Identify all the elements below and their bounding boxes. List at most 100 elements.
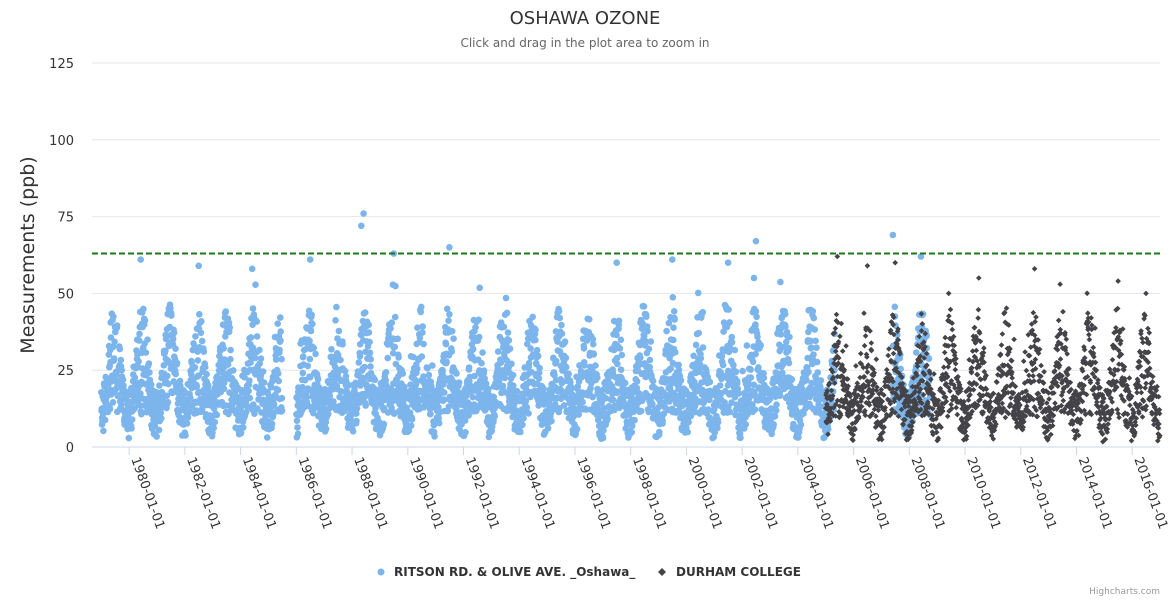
ritson-point — [752, 321, 759, 328]
durham-point — [852, 426, 858, 433]
ritson-point — [110, 355, 118, 362]
ritson-point — [782, 323, 789, 330]
ritson-point — [508, 360, 515, 368]
durham-point — [860, 388, 866, 395]
ritson-point — [198, 318, 205, 325]
ritson-point — [724, 259, 732, 267]
ritson-point — [479, 349, 486, 356]
ritson-point — [699, 344, 707, 351]
durham-point — [869, 377, 875, 383]
ritson-point — [252, 281, 259, 289]
ritson-point — [246, 394, 254, 402]
ritson-point — [525, 410, 532, 417]
ritson-point — [813, 358, 821, 366]
ritson-point — [779, 369, 786, 377]
gridlines — [92, 62, 1160, 448]
ritson-point — [465, 364, 473, 371]
ritson-point — [225, 319, 233, 327]
durham-point — [834, 397, 841, 404]
ritson-point — [425, 371, 433, 379]
ritson-point — [192, 333, 199, 340]
ritson-point — [556, 314, 564, 322]
ritson-point — [672, 349, 679, 356]
durham-point — [874, 384, 880, 390]
ritson-point — [675, 361, 682, 369]
legend-marker-ritson — [377, 568, 385, 576]
ritson-point — [164, 398, 172, 406]
ritson-point — [246, 377, 253, 385]
ritson-point — [726, 408, 734, 416]
durham-point — [865, 395, 872, 401]
ritson-point — [141, 317, 149, 324]
ritson-point — [332, 357, 339, 365]
ritson-point — [204, 382, 212, 389]
ritson-point — [505, 337, 513, 344]
durham-point — [825, 431, 831, 437]
ritson-point — [732, 368, 740, 376]
ritson-point — [380, 404, 388, 412]
ritson-point — [388, 319, 396, 327]
ritson-point — [676, 409, 683, 416]
ritson-point — [294, 430, 302, 438]
ritson-point — [210, 424, 217, 432]
ritson-point — [525, 359, 533, 367]
ritson-point — [147, 381, 155, 388]
ritson-point — [239, 424, 247, 431]
durham-point — [854, 401, 861, 408]
ritson-point — [194, 357, 202, 364]
ritson-point — [540, 385, 547, 393]
ritson-point — [342, 373, 350, 380]
ritson-point — [628, 428, 636, 436]
ritson-point — [191, 343, 198, 351]
ritson-point — [500, 323, 508, 331]
durham-point — [868, 347, 875, 354]
ritson-point — [821, 433, 828, 441]
ritson-point — [146, 369, 153, 376]
y-tick-label: 25 — [57, 364, 74, 379]
durham-point — [861, 310, 867, 316]
ritson-point — [384, 354, 392, 362]
ritson-point — [241, 374, 248, 381]
ritson-point — [613, 354, 621, 362]
ritson-point — [561, 338, 569, 345]
ritson-point — [360, 210, 367, 217]
ritson-point — [614, 360, 621, 368]
ritson-point — [637, 354, 644, 362]
ritson-point — [760, 374, 768, 382]
ritson-point — [157, 409, 165, 417]
ritson-point — [349, 428, 357, 435]
ritson-point — [353, 410, 360, 417]
ritson-point — [678, 395, 686, 402]
ritson-point — [310, 344, 318, 352]
ritson-point — [617, 366, 625, 374]
ritson-point — [170, 329, 178, 337]
durham-point — [828, 405, 834, 412]
legend-item-durham[interactable]: DURHAM COLLEGE — [658, 565, 801, 579]
ritson-point — [392, 282, 399, 290]
ritson-point — [461, 417, 469, 424]
ritson-point — [670, 324, 677, 332]
ritson-point — [106, 405, 114, 413]
ritson-point — [534, 352, 542, 360]
credits-link[interactable]: Highcharts.com — [1089, 587, 1160, 597]
durham-point — [830, 374, 836, 381]
ritson-point — [583, 406, 590, 413]
ritson-point — [356, 353, 364, 360]
durham-point — [838, 412, 844, 419]
ritson-point — [163, 392, 171, 400]
ritson-point — [156, 382, 163, 389]
ritson-point — [706, 378, 714, 386]
ritson-point — [168, 312, 175, 319]
ritson-point — [333, 303, 340, 311]
ritson-point — [450, 335, 457, 343]
ritson-point — [275, 377, 283, 385]
ritson-point — [735, 390, 743, 397]
ritson-point — [645, 345, 653, 353]
ritson-point — [699, 308, 707, 316]
ritson-point — [408, 416, 416, 423]
legend-item-ritson[interactable]: RITSON RD. & OLIVE AVE. _Oshawa_ — [377, 565, 636, 580]
durham-point — [867, 328, 873, 334]
durham-point — [839, 362, 845, 368]
